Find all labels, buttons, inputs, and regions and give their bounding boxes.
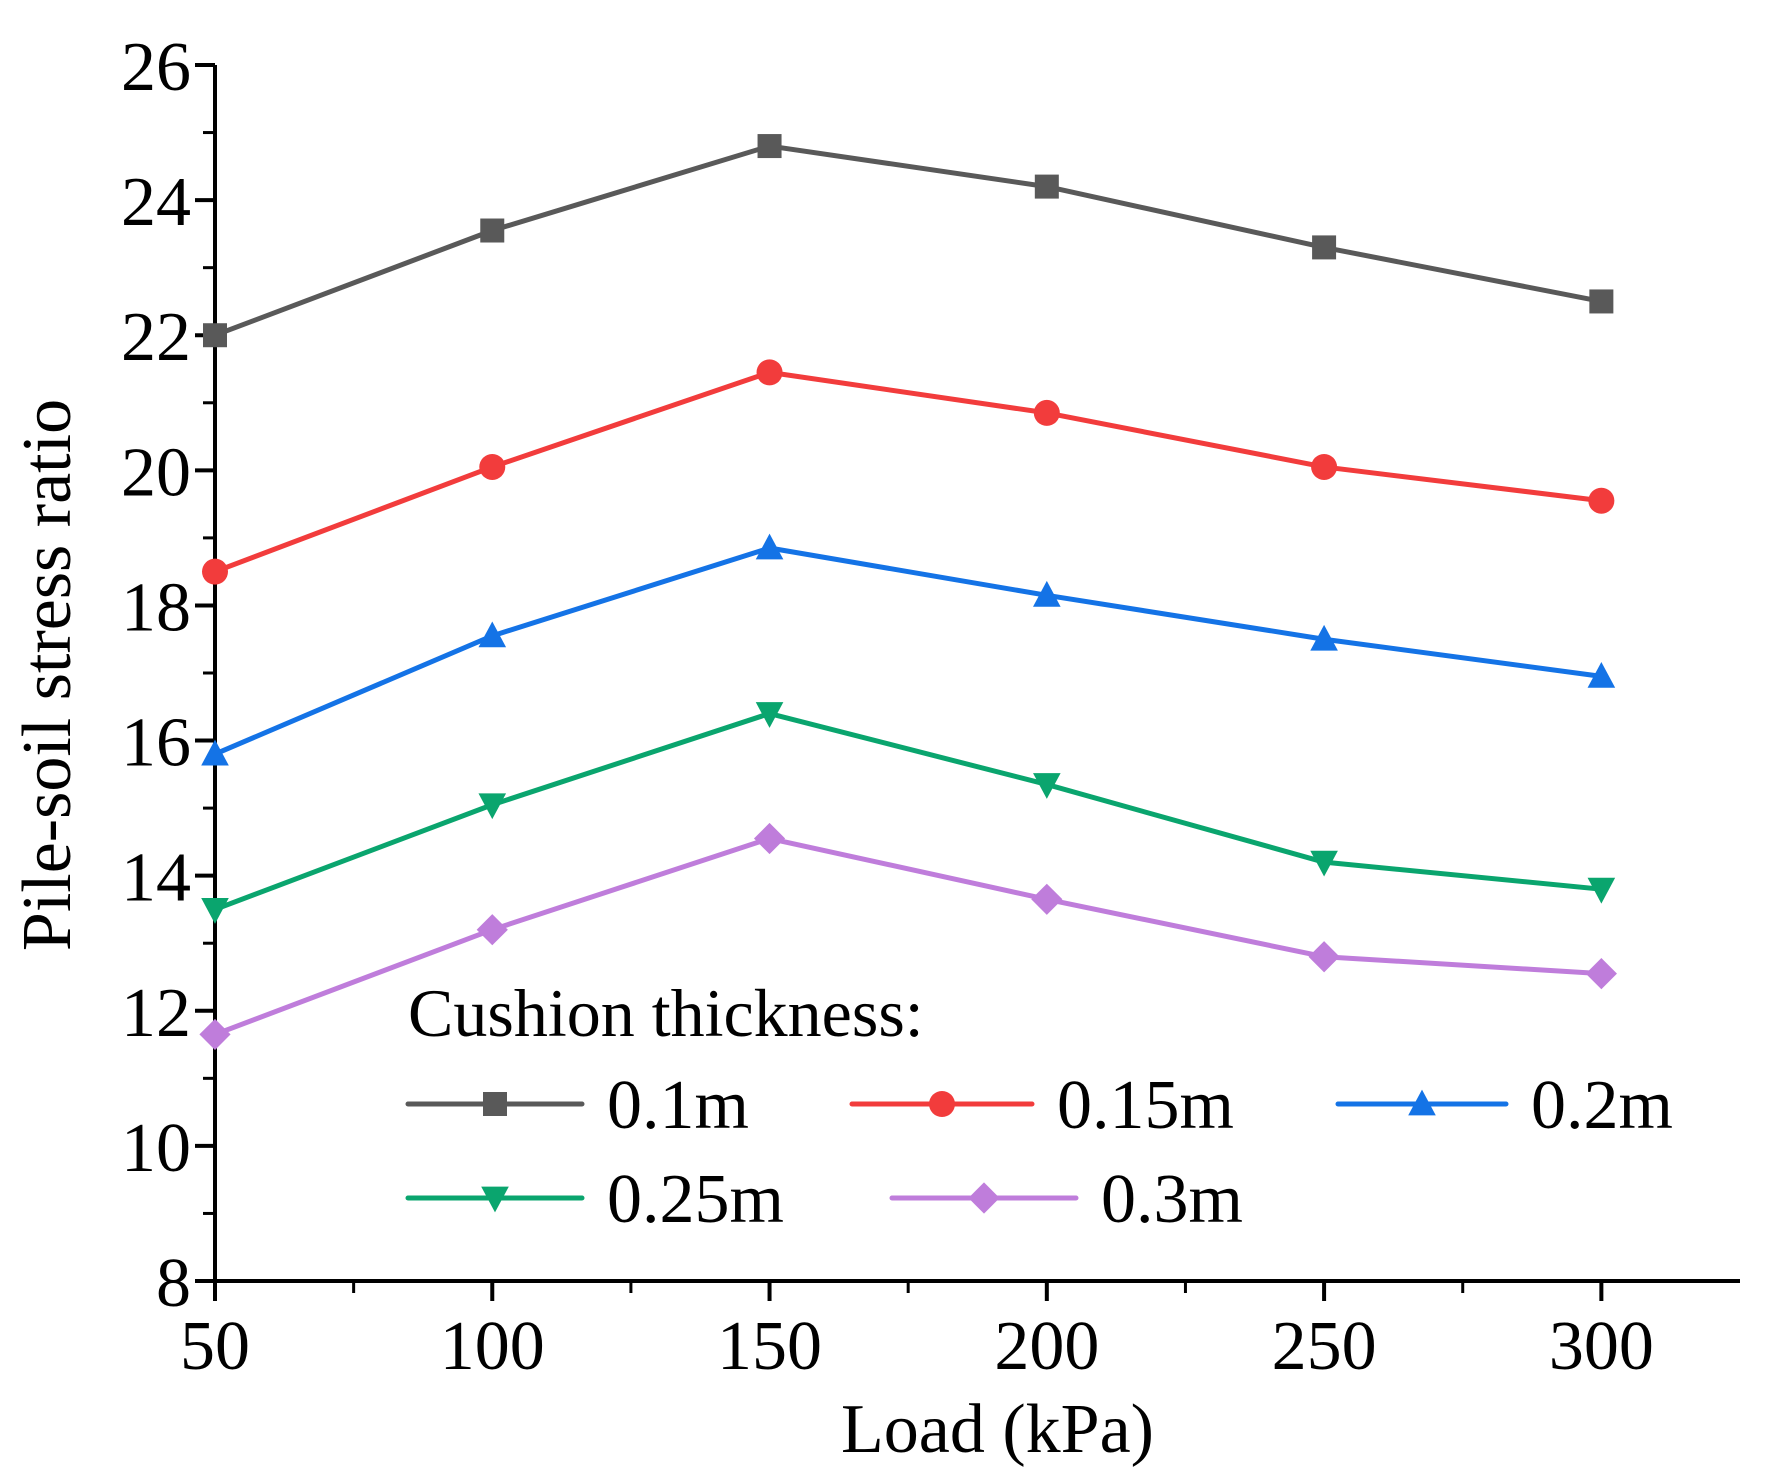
legend-label: 0.1m xyxy=(607,1067,749,1144)
series-0.2m xyxy=(201,533,1616,766)
series-0.15m xyxy=(202,359,1615,585)
data-point xyxy=(1033,773,1061,799)
x-tick-label: 200 xyxy=(994,1308,1099,1385)
data-point xyxy=(1310,850,1338,877)
y-tick-label: 18 xyxy=(121,569,191,646)
legend-item-0.15m: 0.15m xyxy=(849,1067,1234,1144)
data-point xyxy=(202,558,228,585)
x-tick-label: 150 xyxy=(717,1308,822,1385)
data-point xyxy=(1031,883,1063,915)
legend-label: 0.3m xyxy=(1101,1161,1243,1238)
data-point xyxy=(1311,453,1338,480)
y-tick-label: 26 xyxy=(121,29,191,106)
y-tick-label: 12 xyxy=(121,975,191,1052)
x-tick-label: 100 xyxy=(440,1308,545,1385)
data-point xyxy=(478,621,507,648)
data-point xyxy=(1033,399,1060,426)
data-point xyxy=(201,898,229,924)
data-point xyxy=(1589,289,1614,314)
data-point xyxy=(199,1018,231,1051)
series-0.3m xyxy=(199,822,1617,1051)
series-0.25m xyxy=(201,702,1616,924)
legend-marker xyxy=(483,1092,507,1116)
legend-marker xyxy=(968,1182,1000,1214)
data-point xyxy=(1033,580,1061,607)
legend-item-0.3m: 0.3m xyxy=(889,1161,1243,1238)
data-point xyxy=(1312,235,1337,260)
legend-label: 0.25m xyxy=(607,1161,784,1238)
data-point xyxy=(1587,877,1616,904)
y-tick-label: 14 xyxy=(121,840,191,917)
legend-title: Cushion thickness: xyxy=(408,975,924,1051)
series-0.1m xyxy=(203,134,1614,348)
x-tick-label: 300 xyxy=(1549,1308,1654,1385)
series-line xyxy=(212,711,1604,912)
y-tick-label: 10 xyxy=(121,1110,191,1187)
data-point xyxy=(1034,174,1059,199)
legend-marker xyxy=(481,1186,509,1213)
legend-marker xyxy=(1408,1089,1436,1116)
legend-item-0.25m: 0.25m xyxy=(405,1161,784,1238)
legend: 0.1m 0.15m 0.2m 0.25m 0.3m xyxy=(405,1067,1673,1238)
x-tick-label: 50 xyxy=(180,1308,250,1385)
data-point xyxy=(753,822,786,855)
legend-label: 0.2m xyxy=(1531,1067,1673,1144)
y-tick-label: 20 xyxy=(121,434,191,511)
data-point xyxy=(480,218,505,243)
axes: 8 10 12 14 16 18 20 22 24 26 50 100 150 200 250 300 xyxy=(121,29,1740,1385)
legend-item-0.2m: 0.2m xyxy=(1335,1067,1673,1144)
data-point xyxy=(1588,487,1615,514)
data-point xyxy=(203,323,227,348)
x-tick-label: 250 xyxy=(1272,1308,1377,1385)
data-point xyxy=(478,793,507,820)
y-axis-label: Pile-soil stress ratio xyxy=(9,399,86,951)
data-point xyxy=(757,134,782,159)
data-point xyxy=(756,359,783,386)
data-point xyxy=(1310,624,1338,651)
data-point xyxy=(1587,661,1616,688)
data-point xyxy=(1585,958,1617,990)
x-axis-label: Load (kPa) xyxy=(841,1391,1154,1468)
series-layer xyxy=(199,134,1617,1051)
legend-item-0.1m: 0.1m xyxy=(405,1067,749,1144)
y-tick-label: 16 xyxy=(121,705,191,782)
series-line xyxy=(212,545,1604,757)
data-point xyxy=(479,453,506,480)
legend-label: 0.15m xyxy=(1057,1067,1234,1144)
data-point xyxy=(1308,941,1340,973)
series-line xyxy=(212,143,1604,338)
series-line xyxy=(212,369,1604,575)
y-tick-label: 24 xyxy=(121,164,191,241)
legend-marker xyxy=(929,1091,955,1117)
data-point xyxy=(755,702,784,728)
y-tick-label: 8 xyxy=(156,1245,191,1322)
data-point xyxy=(201,739,229,766)
data-point xyxy=(476,914,508,946)
data-point xyxy=(755,533,784,560)
series-line xyxy=(212,836,1604,1037)
y-tick-label: 22 xyxy=(121,299,191,376)
